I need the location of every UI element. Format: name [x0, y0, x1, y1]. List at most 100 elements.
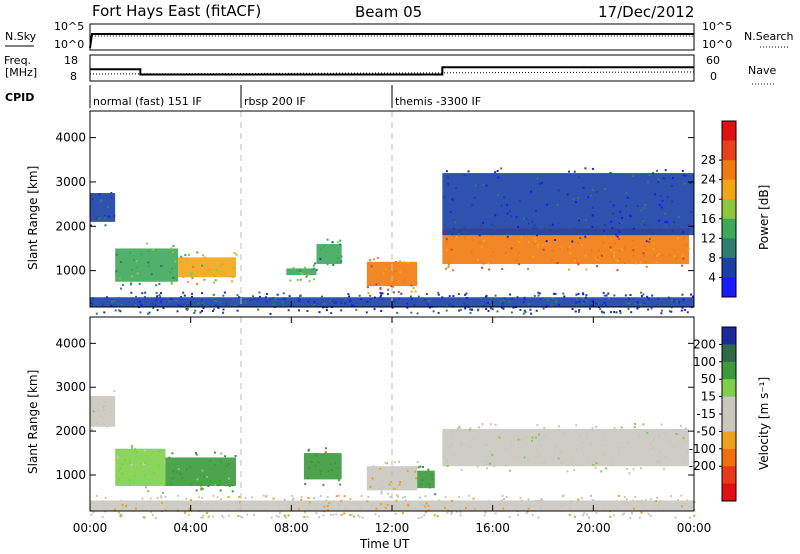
data-speckle [523, 456, 526, 459]
data-speckle [421, 503, 424, 506]
data-speckle [404, 499, 407, 502]
data-speckle [379, 467, 382, 470]
power-colorbar-label: Power [dB] [757, 185, 771, 250]
data-speckle [427, 468, 430, 471]
data-speckle [671, 185, 674, 188]
data-speckle [463, 174, 466, 177]
data-speckle [162, 307, 165, 310]
data-speckle [497, 176, 500, 179]
data-speckle [196, 251, 199, 254]
data-speckle [134, 448, 137, 451]
colorbar-tick-label: 50 [701, 372, 716, 386]
data-speckle [683, 308, 686, 311]
colorbar-tick-label: -15 [696, 407, 716, 421]
colorbar-tick-label: -50 [696, 424, 716, 438]
data-speckle [537, 499, 540, 502]
data-speckle [517, 226, 520, 228]
data-speckle [272, 297, 275, 300]
data-speckle [202, 307, 205, 310]
data-speckle [457, 500, 460, 503]
data-speckle [594, 466, 597, 469]
data-speckle [610, 254, 613, 257]
data-speckle [156, 295, 159, 298]
data-speckle [582, 452, 585, 455]
y-tick-label: 1000 [55, 264, 86, 278]
data-speckle [531, 439, 533, 442]
data-speckle [437, 311, 440, 314]
data-speckle [498, 436, 501, 439]
data-speckle [455, 187, 458, 189]
data-speckle [487, 310, 490, 312]
data-speckle [442, 196, 445, 199]
data-speckle [658, 253, 660, 256]
date-label: 17/Dec/2012 [598, 3, 694, 21]
data-speckle [298, 300, 301, 302]
data-speckle [614, 242, 617, 245]
data-speckle [628, 472, 631, 475]
data-speckle [205, 475, 208, 478]
data-speckle [453, 235, 456, 238]
data-speckle [213, 451, 216, 454]
data-speckle [471, 308, 474, 311]
data-speckle [554, 446, 557, 449]
data-speckle [245, 503, 248, 506]
data-speckle [592, 464, 595, 466]
data-speckle [600, 254, 603, 257]
data-speckle [494, 512, 497, 515]
data-speckle [580, 500, 583, 503]
data-speckle [449, 451, 452, 454]
data-speckle [597, 302, 600, 305]
data-speckle [203, 475, 205, 478]
data-speckle [228, 485, 231, 487]
data-speckle [577, 217, 580, 220]
data-speckle [618, 222, 621, 224]
data-speckle [595, 512, 598, 515]
data-speckle [503, 297, 506, 300]
data-speckle [214, 274, 217, 277]
data-speckle [496, 170, 499, 172]
data-speckle [91, 428, 93, 431]
data-speckle [465, 297, 468, 299]
data-speckle [513, 455, 516, 458]
data-speckle [318, 311, 321, 314]
data-speckle [304, 266, 307, 269]
data-speckle [436, 515, 439, 518]
data-speckle [630, 311, 633, 314]
data-speckle [519, 496, 522, 499]
data-speckle [220, 498, 222, 501]
data-speckle [618, 237, 620, 240]
data-patch [316, 244, 342, 264]
data-speckle [102, 409, 105, 411]
data-speckle [668, 254, 671, 257]
data-speckle [118, 511, 121, 514]
data-speckle [602, 241, 605, 244]
data-speckle [423, 298, 426, 301]
data-speckle [183, 294, 186, 297]
data-speckle [527, 458, 530, 461]
data-speckle [234, 304, 237, 307]
data-speckle [463, 302, 466, 305]
data-speckle [520, 236, 523, 239]
data-speckle [477, 426, 480, 429]
data-speckle [154, 299, 157, 302]
data-speckle [221, 514, 223, 517]
data-speckle [160, 265, 163, 267]
x-tick-label: 00:00 [677, 521, 712, 535]
data-speckle [577, 498, 580, 501]
data-speckle [584, 296, 587, 299]
data-speckle [153, 471, 155, 474]
data-speckle [165, 501, 168, 504]
data-speckle [657, 436, 660, 439]
nsky-trace [89, 33, 694, 49]
data-speckle [471, 238, 474, 241]
data-speckle [273, 303, 275, 306]
data-speckle [508, 515, 511, 518]
y-tick-label: 1000 [55, 468, 86, 482]
data-speckle [199, 502, 202, 505]
data-speckle [104, 405, 107, 407]
data-speckle [424, 505, 427, 508]
data-speckle [458, 496, 461, 499]
data-speckle [380, 310, 383, 312]
colorbar-tick-label: 24 [701, 173, 716, 187]
data-speckle [644, 261, 647, 264]
